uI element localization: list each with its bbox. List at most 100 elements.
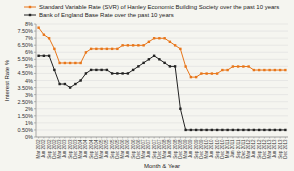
y-tick-label: 5.50% [17, 56, 33, 62]
x-tick [148, 137, 149, 139]
marker [247, 65, 249, 67]
y-tick-label: 1.50% [17, 113, 33, 119]
x-tick-label: Dec 2005 [115, 139, 120, 159]
y-tick-label: 3% [25, 92, 33, 98]
x-tick [117, 137, 118, 139]
marker [132, 44, 134, 46]
marker [268, 129, 270, 131]
x-tick [206, 137, 207, 139]
legend-marker [29, 14, 31, 16]
x-tick-label: Dec 2008 [178, 139, 183, 159]
marker [153, 37, 155, 39]
x-tick [38, 137, 39, 139]
marker [284, 69, 286, 71]
y-tick-label: 4.50% [17, 70, 33, 76]
x-tick [238, 137, 239, 139]
marker [106, 48, 108, 50]
y-tick-label: 4% [25, 78, 33, 84]
marker [111, 48, 113, 50]
x-tick-label: Jun 2010 [209, 139, 214, 158]
marker [64, 62, 66, 64]
x-tick-label: Jun 2012 [251, 139, 256, 158]
grid-line [36, 137, 288, 138]
marker [279, 129, 281, 131]
x-tick [274, 137, 275, 139]
marker [43, 55, 45, 57]
x-tick [101, 137, 102, 139]
x-tick [185, 137, 186, 139]
x-tick-label: Sep 2010 [215, 139, 220, 159]
y-axis: 0%0.50%1%1.50%2%2.50%3%3.50%4%4.50%5%5.5… [17, 21, 36, 140]
marker [111, 72, 113, 74]
x-tick [201, 137, 202, 139]
x-tick [285, 137, 286, 139]
marker [211, 72, 213, 74]
x-tick [164, 137, 165, 139]
x-axis: Mar 2002Jun 2002Sep 2002Dec 2002Mar 2003… [36, 137, 288, 159]
marker [216, 129, 218, 131]
marker [205, 129, 207, 131]
y-tick-label: 0.50% [17, 127, 33, 133]
y-tick-label: 5% [25, 63, 33, 69]
x-tick [159, 137, 160, 139]
grid-line [36, 94, 288, 95]
marker [95, 48, 97, 50]
marker [106, 69, 108, 71]
y-tick-label: 6% [25, 49, 33, 55]
legend: Standard Variable Rate (SVR) of Hanley E… [24, 4, 279, 18]
marker [190, 76, 192, 78]
marker [142, 44, 144, 46]
y-tick-label: 7.50% [17, 28, 33, 34]
y-tick-label: 2% [25, 106, 33, 112]
marker [179, 108, 181, 110]
marker [268, 69, 270, 71]
marker [263, 69, 265, 71]
x-tick [253, 137, 254, 139]
marker [163, 62, 165, 64]
y-tick-label: 7% [25, 35, 33, 41]
x-tick-label: Mar 2011 [225, 139, 230, 158]
marker [74, 83, 76, 85]
x-tick-label: Sep 2013 [278, 139, 283, 159]
x-tick-label: Mar 2004 [78, 139, 83, 159]
x-tick-label: Sep 2004 [89, 139, 94, 159]
legend-marker [29, 6, 31, 8]
marker [174, 44, 176, 46]
x-tick-label: Mar 2002 [36, 139, 41, 159]
marker [226, 129, 228, 131]
x-tick-label: Dec 2007 [157, 139, 162, 159]
marker [221, 69, 223, 71]
marker [127, 44, 129, 46]
x-tick [196, 137, 197, 139]
marker [158, 58, 160, 60]
marker [242, 65, 244, 67]
x-tick-label: Mar 2003 [57, 139, 62, 159]
grid-line [36, 87, 288, 88]
marker [226, 69, 228, 71]
x-tick-label: Mar 2009 [183, 139, 188, 159]
x-tick-label: Dec 2010 [220, 139, 225, 159]
x-tick [248, 137, 249, 139]
x-tick [243, 137, 244, 139]
x-tick-label: Mar 2012 [246, 139, 251, 159]
series [37, 55, 286, 132]
chart: 0%0.50%1%1.50%2%2.50%3%3.50%4%4.50%5%5.5… [0, 0, 294, 171]
marker [153, 55, 155, 57]
marker [195, 76, 197, 78]
x-tick-label: Mar 2008 [162, 139, 167, 159]
legend-item: Standard Variable Rate (SVR) of Hanley E… [24, 4, 279, 10]
plot-area [37, 26, 286, 131]
x-tick-label: Sep 2007 [152, 139, 157, 159]
background [0, 0, 294, 171]
legend-swatch [24, 15, 36, 16]
y-tick-label: 8% [25, 21, 33, 27]
x-tick-label: Mar 2007 [141, 139, 146, 159]
y-tick-label: 1% [25, 120, 33, 126]
x-axis-title: Month & Year [144, 163, 180, 169]
legend-label: Standard Variable Rate (SVR) of Hanley E… [39, 4, 279, 10]
x-tick-label: Jun 2011 [230, 139, 235, 158]
marker [195, 129, 197, 131]
x-tick-label: Sep 2005 [110, 139, 115, 159]
marker [263, 129, 265, 131]
grid-line [36, 101, 288, 102]
